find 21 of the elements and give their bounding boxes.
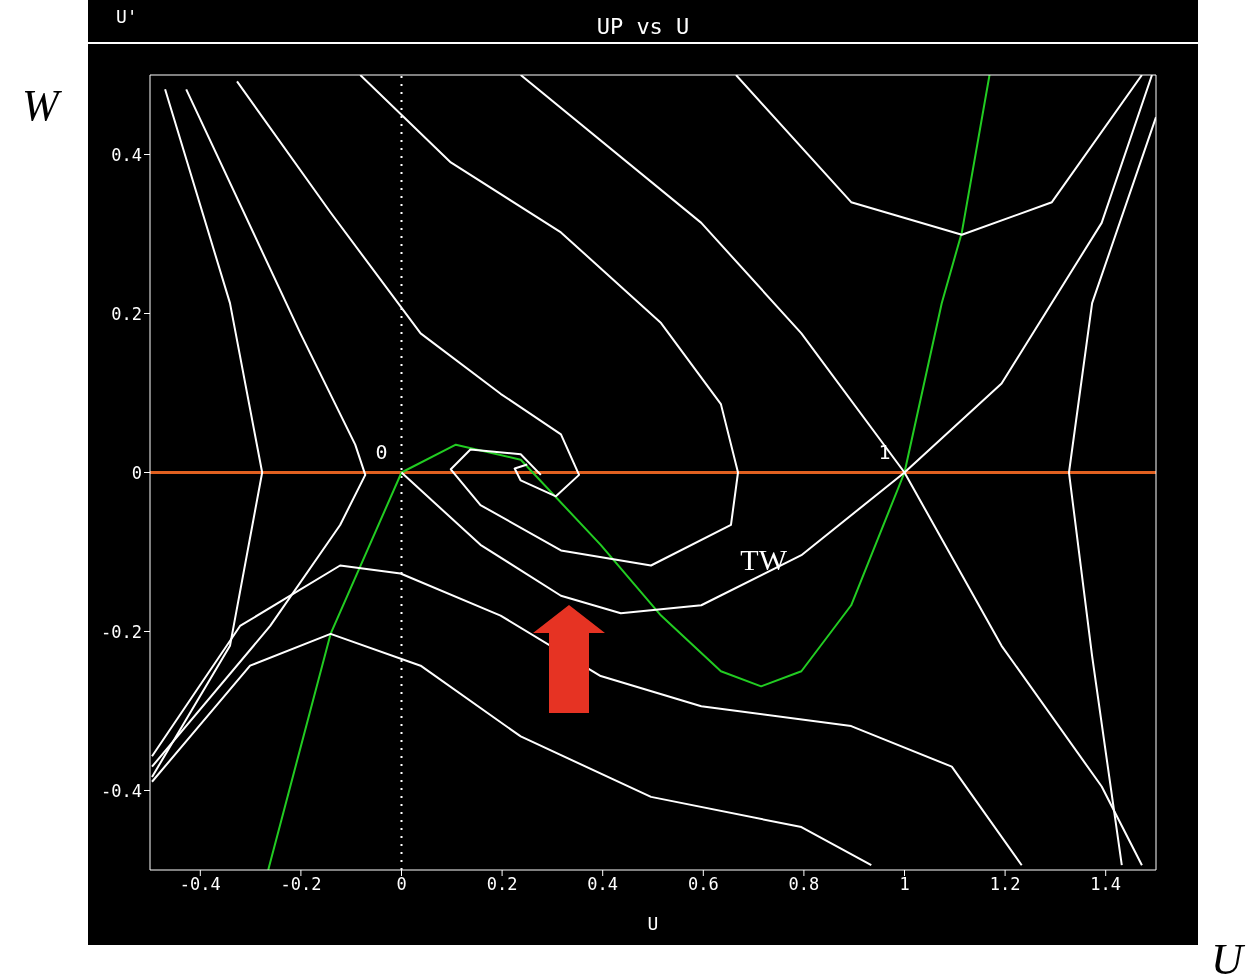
- text: U: [1211, 934, 1243, 980]
- x-tick-label: 0.2: [486, 874, 518, 895]
- x-tick-label: 0.4: [587, 874, 619, 895]
- x-tick-label: 0: [396, 874, 407, 895]
- y-tick-label: -0.4: [101, 780, 142, 801]
- y-axis-title: U': [116, 6, 138, 27]
- annotation: TW: [740, 543, 788, 577]
- x-tick-label: -0.4: [179, 874, 221, 895]
- x-tick-label: 0.6: [687, 874, 719, 895]
- y-tick-label: 0: [131, 462, 142, 483]
- x-tick-label: -0.2: [280, 874, 322, 895]
- x-tick-label: 1.2: [989, 874, 1021, 895]
- x-tick-label: 0.8: [788, 874, 820, 895]
- x-axis-title: U: [647, 913, 659, 934]
- x-tick-label: 1: [899, 874, 910, 895]
- y-tick-label: 0.4: [111, 144, 142, 165]
- annotation: 0: [375, 439, 388, 464]
- y-tick-label: 0.2: [111, 303, 142, 324]
- chart-title: UP vs U: [596, 14, 690, 39]
- x-tick-label: 1.4: [1090, 874, 1122, 895]
- y-tick-label: -0.2: [101, 621, 142, 642]
